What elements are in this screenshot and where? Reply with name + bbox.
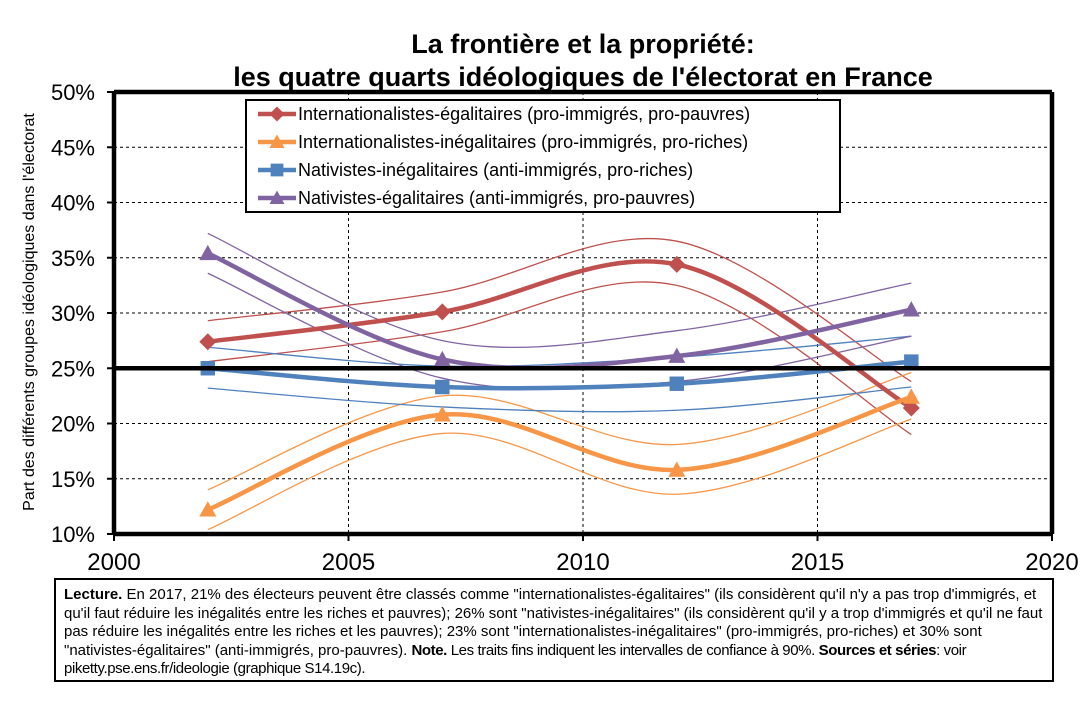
data-point-1-2 [433,303,451,321]
y-tick-label: 45% [51,135,95,160]
ci-low-line-1 [207,281,912,436]
y-tick-label: 40% [51,191,95,216]
y-axis-label: Part des différents groupes idéologiques… [21,113,38,511]
ci-low-line-2 [207,418,912,531]
x-tick-label: 2015 [791,549,844,576]
series-line-1 [207,259,913,410]
legend-label: Internationalistes-égalitaires (pro-immi… [298,104,750,124]
ci-high-line-3 [207,335,912,367]
y-tick-label: 30% [51,301,95,326]
series-line-2 [206,394,912,512]
reading-note: Lecture. En 2017, 21% des électeurs peuv… [54,578,1054,682]
legend-swatch-marker [269,134,285,148]
sources-text: : voir piketty.pse.ens.fr/ideologie (gra… [64,641,967,678]
sources-label: Sources et séries [818,641,937,659]
data-point-3-4 [904,354,919,369]
chart-title-line-2: les quatre quarts idéologiques de l'élec… [233,62,933,92]
axes: 10% 15% 20% 25% 30% 35% 40% 45% 50% 2000 2005 2010 2… [51,80,1079,576]
data-point-4-3 [668,347,686,363]
note-text: Les traits fins indiquent les intervalle… [446,641,819,659]
ci-high-line-2 [207,372,912,491]
data-point-4-2 [433,350,451,367]
data-point-2-3 [668,461,686,477]
data-point-4-1 [199,244,217,261]
data-point-2-2 [433,406,451,422]
series-line-3 [207,359,912,391]
chart-title-line-1: La frontière et la propriété: [411,29,755,59]
x-tick-label: 2000 [87,549,140,576]
legend-swatch-marker [269,106,285,122]
x-tick-label: 2005 [322,549,375,576]
data-point-3-2 [435,379,450,395]
y-tick-label: 15% [51,467,95,492]
series-markers [199,244,920,517]
legend-label: Internationalistes-inégalitaires (pro-im… [298,132,748,152]
data-point-1-3 [668,255,686,273]
legend-swatch-marker [270,163,284,177]
y-tick-label: 25% [51,356,95,381]
ci-low-line-3 [207,386,912,413]
legend-label: Nativistes-inégalitaires (anti-immigrés,… [298,160,693,180]
legend-swatch-marker [269,190,285,204]
lecture-label: Lecture. [64,586,123,603]
y-tick-label: 10% [51,522,95,547]
legend-box [245,99,841,213]
legend: Internationalistes-égalitaires (pro-immi… [245,99,841,213]
x-tick-label: 2020 [1025,549,1078,576]
y-tick-label: 50% [51,80,95,105]
y-tick-label: 20% [51,412,95,437]
data-point-3-3 [669,376,685,391]
data-point-4-4 [902,301,920,317]
chart: La frontière et la propriété: les quatre… [21,29,1079,576]
data-point-2-1 [199,501,217,517]
series-lines [206,251,913,512]
x-tick-label: 2010 [556,549,609,576]
ci-high-line-4 [207,232,912,349]
legend-label: Nativistes-égalitaires (anti-immigrés, p… [298,188,695,208]
note-label: Note. [411,641,447,659]
y-tick-label: 35% [51,246,95,271]
data-point-2-4 [902,388,920,404]
series-line-4 [206,251,912,371]
data-point-1-1 [199,333,217,351]
lecture-text: En 2017, 21% des électeurs peuvent être … [64,586,1043,659]
